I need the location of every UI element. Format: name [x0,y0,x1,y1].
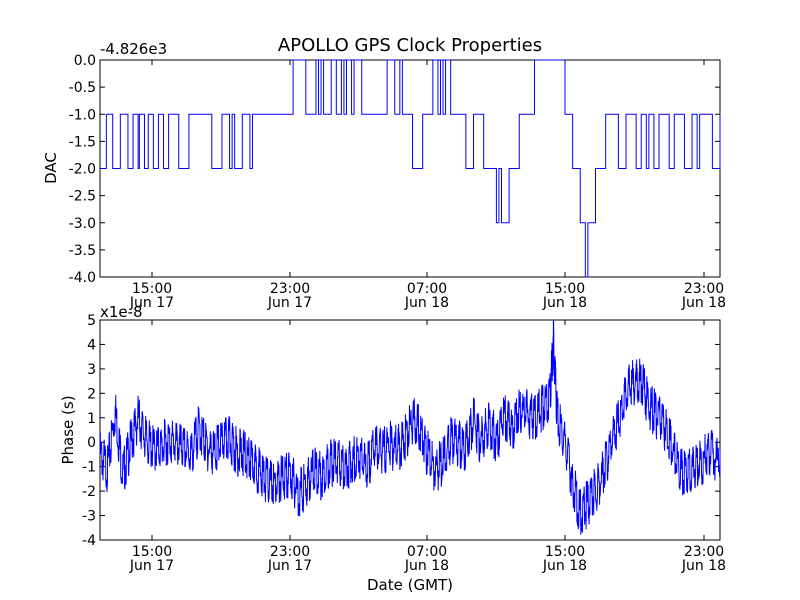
dac-axes-frame [99,59,721,278]
dac-ytick-label: 0.0 [74,53,96,69]
dac-ytick-label: -0.5 [69,80,96,96]
phase-ytick-label: -3 [82,509,96,525]
dac-ytick-label: -3.0 [69,216,96,232]
phase-xtick-time: 07:00 [407,544,447,560]
dac-xtick-date: Jun 18 [681,295,726,311]
dac-ytick-label: -1.0 [69,107,96,123]
dac-xtick-time: 15:00 [545,281,585,297]
dac-offset-label: -4.826e3 [100,40,167,58]
phase-xtick-date: Jun 18 [404,558,449,574]
phase-series-line [99,320,721,535]
phase-ytick-label: 0 [87,435,96,451]
phase-xtick-date: Jun 18 [542,558,587,574]
dac-y-ticks: -4.0 -3.5 -3.0 -2.5 -2.0 -1.5 -1.0 -0.5 0.0 [69,53,720,286]
phase-xtick-date: Jun 18 [681,558,726,574]
phase-ytick-label: -2 [82,484,96,500]
chart-title: APOLLO GPS Clock Properties [278,35,542,56]
dac-ytick-label: -2.0 [69,162,96,178]
phase-ytick-label: 3 [87,362,96,378]
phase-offset-label: x1e-8 [100,303,143,321]
dac-xtick-date: Jun 18 [542,295,587,311]
dac-ytick-label: -3.5 [69,243,96,259]
dac-xtick-date: Jun 18 [404,295,449,311]
phase-panel: x1e-8 Phase (s) Date (GMT) -4 -3 -2 -1 0 1 2 3 4… [59,303,726,594]
dac-xtick-time: 23:00 [684,281,724,297]
phase-axis-ylabel: Phase (s) [59,395,77,464]
dac-xtick-time: 15:00 [132,281,172,297]
phase-ytick-label: 2 [87,386,96,402]
dac-axis-ylabel: DAC [42,152,60,184]
phase-ytick-label: 1 [87,411,96,427]
phase-ytick-label: 4 [87,337,96,353]
phase-ytick-label: -4 [82,533,96,549]
phase-y-ticks: -4 -3 -2 -1 0 1 2 3 4 5 [82,313,720,549]
phase-axes-frame [99,319,721,541]
phase-ytick-label: 5 [87,313,96,329]
phase-xtick-date: Jun 17 [129,558,174,574]
dac-xtick-date: Jun 17 [129,295,174,311]
dac-ytick-label: -2.5 [69,189,96,205]
dac-ytick-label: -4.0 [69,270,96,286]
dac-xtick-date: Jun 17 [267,295,312,311]
dac-panel: APOLLO GPS Clock Properties -4.826e3 DAC… [42,35,726,311]
dac-xtick-time: 07:00 [407,281,447,297]
dac-series-line [100,59,721,278]
phase-xtick-time: 23:00 [270,544,310,560]
dac-ytick-label: -1.5 [69,134,96,150]
phase-ytick-label: -1 [82,460,96,476]
dac-xtick-time: 23:00 [270,281,310,297]
phase-xtick-time: 15:00 [545,544,585,560]
phase-axis-xlabel: Date (GMT) [367,576,453,594]
phase-xtick-date: Jun 17 [267,558,312,574]
phase-xtick-time: 15:00 [132,544,172,560]
phase-xtick-time: 23:00 [684,544,724,560]
